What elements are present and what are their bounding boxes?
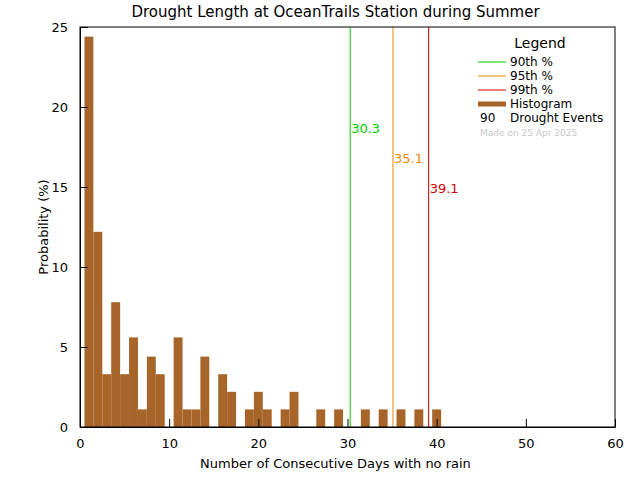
bar: [245, 409, 254, 427]
tick: 25: [51, 20, 88, 35]
title: Drought Length at OceanTrails Station du…: [131, 3, 540, 21]
tick-mark: [258, 419, 259, 427]
bar: [120, 374, 129, 427]
tick: 60: [607, 419, 624, 451]
bar: [138, 409, 147, 427]
bar: [397, 409, 406, 427]
percentile-line: [392, 27, 393, 427]
event-label: Drought Events: [510, 111, 603, 125]
legend-swatch: [478, 102, 506, 107]
tick: 20: [51, 100, 88, 115]
percentile-line: [428, 27, 429, 427]
bar: [183, 409, 192, 427]
percentile-line: [350, 27, 351, 427]
tick-label: 5: [60, 340, 68, 355]
tick-label: 20: [251, 436, 268, 451]
percentile-label: 30.3: [351, 121, 380, 136]
y-axis: 0 5 10 15 20 25: [51, 20, 88, 435]
bar: [361, 409, 370, 427]
bar: [316, 409, 325, 427]
bar: [218, 374, 227, 427]
tick: 10: [161, 419, 178, 451]
tick-label: 15: [51, 180, 68, 195]
plot-frame: [80, 27, 615, 427]
tick-mark: [169, 419, 170, 427]
event-count: 90: [480, 111, 495, 125]
bar: [281, 409, 290, 427]
tick: 15: [51, 180, 88, 195]
tick-label: 50: [518, 436, 535, 451]
bar: [191, 409, 200, 427]
bars: [84, 37, 441, 427]
legend-entry: 90th %: [510, 55, 553, 69]
tick-mark: [348, 419, 349, 427]
bar: [254, 392, 263, 427]
tick: 50: [518, 419, 535, 451]
axis-line: [81, 427, 616, 428]
tick-mark: [615, 419, 616, 427]
bar: [290, 392, 299, 427]
tick-label: 0: [60, 420, 68, 435]
bar: [200, 357, 209, 427]
y-label: Probability (%): [36, 179, 51, 274]
bar: [93, 232, 102, 427]
tick-mark: [80, 187, 88, 188]
percentile-label: 35.1: [394, 151, 423, 166]
legend-swatch: [478, 76, 506, 77]
tick-mark: [526, 419, 527, 427]
tick: 10: [51, 260, 88, 275]
percentile-label: 39.1: [430, 181, 459, 196]
bar: [432, 409, 441, 427]
tick-label: 0: [76, 436, 84, 451]
legend-entry: 99th %: [510, 83, 553, 97]
percentile-lines: [350, 27, 428, 427]
tick-label: 20: [51, 100, 68, 115]
footnote: Made on 25 Apr 2025: [480, 128, 577, 138]
tick: 0: [60, 420, 88, 435]
bar: [111, 302, 120, 427]
bar: [334, 409, 343, 427]
tick-mark: [80, 27, 88, 28]
tick-label: 30: [340, 436, 357, 451]
tick-label: 10: [51, 260, 68, 275]
tick: 20: [251, 419, 268, 451]
legend: Legend 90th %95th %99th %Histogram 90 Droug…: [478, 35, 603, 138]
tick-mark: [80, 427, 88, 428]
chart: 30.3 35.1 39.1 0 10 20 30 40 50 60 0 5 10 15 20 25 Droug…: [0, 0, 640, 480]
bar: [147, 357, 156, 427]
x-axis: 0 10 20 30 40 50 60: [76, 419, 623, 451]
legend-title: Legend: [514, 35, 565, 51]
bar: [84, 37, 93, 427]
tick-mark: [80, 107, 88, 108]
legend-entry: Histogram: [510, 97, 572, 111]
tick-mark: [80, 347, 88, 348]
legend-entry: 95th %: [510, 69, 553, 83]
bar: [379, 409, 388, 427]
x-label: Number of Consecutive Days with no rain: [200, 456, 471, 471]
bar: [102, 374, 111, 427]
legend-swatch: [478, 62, 506, 63]
tick: 40: [429, 419, 446, 451]
tick-mark: [80, 267, 88, 268]
axis-line: [80, 28, 81, 428]
bar: [174, 337, 183, 427]
bar: [156, 374, 165, 427]
tick: 30: [340, 419, 357, 451]
bar: [263, 409, 272, 427]
bar: [129, 337, 138, 427]
tick: 5: [60, 340, 88, 355]
tick-label: 25: [51, 20, 68, 35]
bar: [414, 409, 423, 427]
tick-mark: [437, 419, 438, 427]
tick-label: 10: [161, 436, 178, 451]
legend-swatch: [478, 90, 506, 91]
tick-label: 40: [429, 436, 446, 451]
tick-label: 60: [607, 436, 624, 451]
bar: [227, 392, 236, 427]
